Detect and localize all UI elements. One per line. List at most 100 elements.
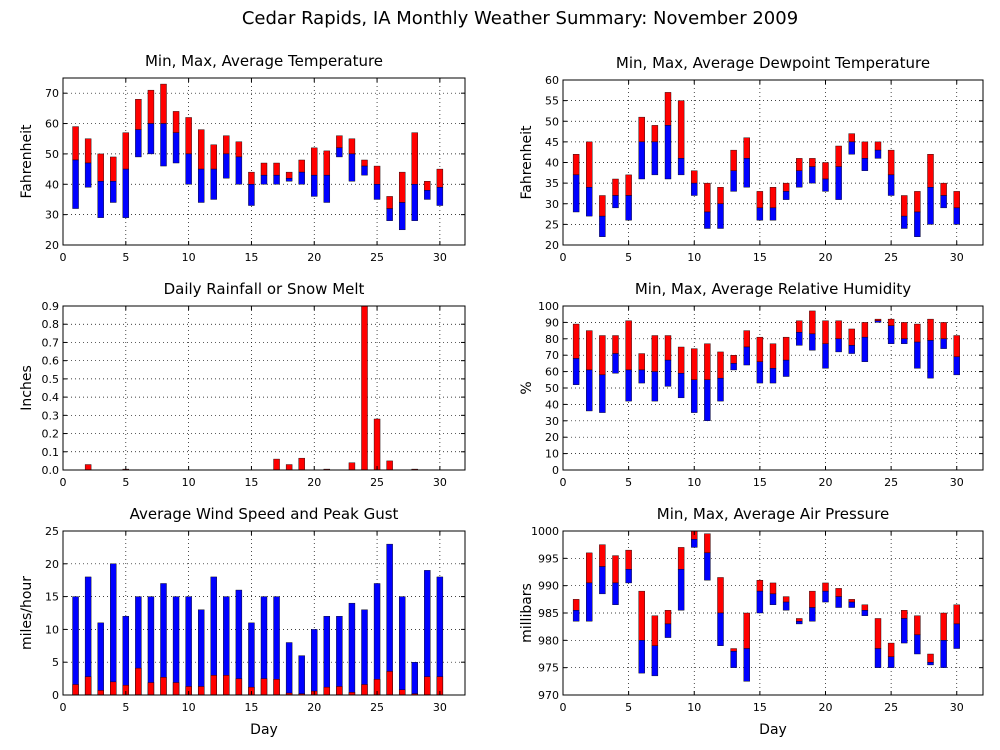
max-avg-bar: [691, 170, 698, 184]
gust-bar: [285, 642, 293, 696]
bars-dewpoint: [572, 92, 960, 237]
x-tick-label: 20: [819, 476, 833, 489]
y-tick-label: 0.3: [42, 409, 60, 422]
max-avg-bar: [638, 353, 645, 371]
avg-min-bar: [160, 123, 167, 167]
x-tick-label: 30: [950, 476, 964, 489]
max-avg-bar: [835, 588, 842, 597]
max-avg-bar: [874, 618, 882, 649]
y-tick-label: 0.6: [42, 355, 60, 368]
avg-min-bar: [612, 582, 619, 606]
x-tick-label: 5: [122, 701, 129, 714]
y-axis-label-pressure: millibars: [519, 583, 535, 643]
avg-wind-bar: [172, 682, 180, 696]
avg-min-bar: [572, 174, 580, 213]
max-avg-bar: [717, 351, 724, 379]
avg-min-bar: [625, 195, 632, 221]
avg-min-bar: [386, 208, 393, 221]
max-avg-bar: [97, 153, 104, 182]
max-avg-bar: [717, 577, 724, 614]
avg-min-bar: [730, 170, 737, 192]
avg-min-bar: [809, 333, 816, 351]
y-axis-label-rh: %: [519, 381, 535, 394]
chart-panels: Min, Max, Average Temperature20304050607…: [19, 52, 984, 738]
avg-min-bar: [172, 132, 180, 164]
x-tick-label: 5: [625, 251, 632, 264]
max-avg-bar: [901, 610, 908, 619]
x-tick-label: 15: [753, 476, 767, 489]
max-avg-bar: [769, 343, 777, 369]
avg-min-bar: [717, 377, 724, 402]
y-tick-label: 100: [538, 300, 559, 313]
precip-bar: [348, 462, 356, 471]
avg-min-bar: [835, 166, 842, 200]
max-avg-bar: [848, 133, 855, 143]
max-avg-bar: [822, 582, 829, 592]
gust-bar: [348, 602, 356, 696]
x-tick-label: 30: [433, 701, 447, 714]
max-avg-bar: [411, 132, 418, 185]
max-avg-bar: [861, 604, 869, 611]
avg-min-bar: [730, 651, 737, 668]
x-tick-label: 0: [60, 251, 67, 264]
avg-min-bar: [599, 215, 606, 237]
avg-min-bar: [135, 129, 142, 158]
max-avg-bar: [769, 187, 777, 209]
gust-bar: [336, 616, 343, 696]
max-avg-bar: [586, 330, 593, 371]
avg-min-bar: [743, 346, 750, 366]
y-tick-label: 90: [545, 316, 559, 329]
max-avg-bar: [914, 191, 921, 213]
avg-min-bar: [298, 171, 305, 185]
bars-temp: [72, 83, 444, 231]
avg-min-bar: [717, 203, 724, 229]
max-avg-bar: [914, 323, 921, 343]
avg-min-bar: [874, 320, 882, 323]
max-avg-bar: [901, 195, 908, 217]
max-avg-bar: [835, 145, 842, 167]
avg-wind-bar: [97, 690, 104, 696]
avg-wind-bar: [361, 684, 368, 696]
avg-min-bar: [887, 174, 895, 196]
ticks-wind: 0 5 10 15 20 25 0 5 10 15 20 25 30: [45, 525, 465, 714]
y-tick-label: 20: [545, 239, 559, 252]
x-tick-label: 0: [60, 476, 67, 489]
max-avg-bar: [160, 83, 167, 124]
max-avg-bar: [664, 92, 672, 126]
avg-min-bar: [223, 153, 230, 179]
avg-min-bar: [599, 374, 606, 413]
max-avg-bar: [599, 195, 606, 217]
avg-min-bar: [677, 158, 685, 176]
y-tick-label: 20: [45, 558, 59, 571]
avg-wind-bar: [273, 679, 280, 696]
avg-min-bar: [874, 648, 882, 668]
avg-min-bar: [84, 162, 92, 188]
avg-min-bar: [953, 207, 960, 225]
avg-wind-bar: [260, 678, 268, 696]
max-avg-bar: [664, 335, 672, 361]
plot-frame-wind: [62, 530, 466, 696]
avg-min-bar: [769, 368, 777, 384]
panel-title-rh: Min, Max, Average Relative Humidity: [635, 280, 911, 298]
bars-wind: [72, 543, 444, 696]
max-avg-bar: [572, 323, 580, 359]
max-avg-bar: [424, 181, 431, 191]
max-avg-bar: [84, 138, 92, 164]
max-avg-bar: [769, 582, 777, 595]
gust-bar: [185, 596, 192, 696]
max-avg-bar: [953, 335, 960, 358]
avg-min-bar: [796, 621, 803, 625]
max-avg-bar: [436, 168, 444, 188]
y-tick-label: 0.1: [42, 446, 60, 459]
max-avg-bar: [730, 648, 737, 652]
avg-min-bar: [940, 195, 947, 209]
bars-rh: [572, 310, 960, 421]
x-tick-label: 30: [433, 476, 447, 489]
max-avg-bar: [135, 99, 142, 130]
avg-min-bar: [848, 345, 855, 354]
avg-min-bar: [311, 174, 318, 197]
max-avg-bar: [386, 196, 393, 209]
avg-min-bar: [756, 361, 764, 384]
max-avg-bar: [572, 154, 580, 176]
max-avg-bar: [638, 116, 645, 143]
